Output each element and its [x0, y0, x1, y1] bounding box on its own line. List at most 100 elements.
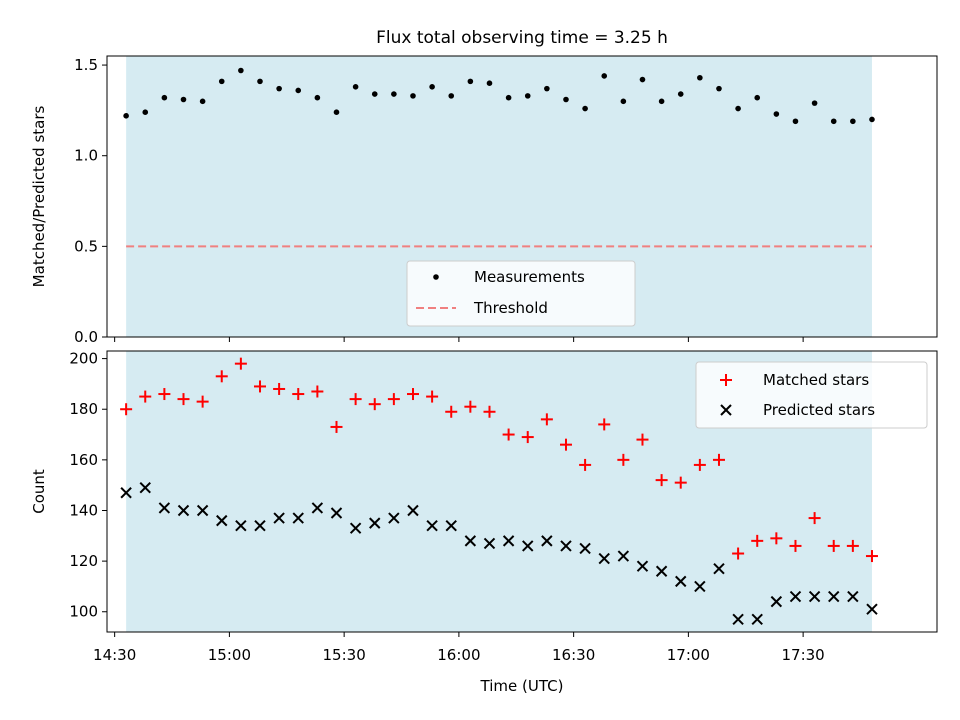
predicted-star-point — [388, 512, 400, 524]
y-tick-label: 200 — [69, 350, 98, 368]
predicted-star-point — [158, 502, 171, 514]
count-legend-box — [695, 361, 928, 429]
y-tick-label: 1.0 — [74, 147, 98, 165]
predicted-star-point — [808, 590, 821, 603]
predicted-star-point — [235, 519, 247, 532]
x-tick-label: 15:30 — [323, 646, 366, 664]
predicted-star-point — [598, 552, 610, 565]
predicted-star-point — [177, 504, 190, 517]
predicted-star-point — [675, 575, 687, 588]
matched-star-point — [732, 547, 745, 560]
measurement-point — [716, 85, 722, 92]
matched-star-point — [617, 453, 630, 466]
matched-star-point — [789, 539, 802, 552]
matched-star-point — [827, 539, 840, 552]
matched-star-point — [693, 458, 706, 471]
measurement-point — [352, 84, 359, 90]
count-y-axis: 100 120 140 160 180 200 — [69, 350, 107, 621]
matched-star-point — [808, 512, 821, 525]
x-tick-label: 14:30 — [93, 646, 136, 664]
predicted-star-point — [369, 517, 381, 529]
measurement-point — [830, 118, 837, 125]
measurement-point — [811, 100, 818, 106]
matched-star-point — [387, 393, 400, 406]
legend-predicted-marker — [720, 404, 732, 416]
x-tick-label: 17:30 — [782, 646, 825, 664]
matched-star-point — [751, 534, 764, 547]
measurement-point — [257, 78, 263, 85]
count-x-axis: 14:30 15:00 15:30 16:00 16:30 17:00 17:30 — [93, 632, 825, 664]
ratio-legend-box — [406, 260, 636, 327]
measurement-point — [276, 85, 282, 92]
predicted-star-point — [445, 519, 457, 532]
predicted-star-point — [464, 535, 477, 547]
measurement-point — [486, 80, 493, 86]
measurement-point — [142, 109, 149, 115]
measurement-point — [410, 93, 416, 99]
legend-matched-marker — [720, 374, 732, 386]
measurement-point — [639, 76, 646, 83]
measurement-point — [123, 113, 129, 119]
count-points — [120, 357, 878, 626]
predicted-star-point — [770, 595, 783, 608]
matched-star-point — [177, 393, 190, 406]
matched-star-point — [368, 398, 381, 411]
ratio-x-ticks — [114, 337, 804, 342]
predicted-star-point — [789, 590, 802, 603]
predicted-star-point — [273, 512, 285, 524]
y-tick-label: 1.5 — [74, 56, 98, 74]
measurement-point — [582, 105, 588, 112]
matched-star-point — [139, 390, 152, 403]
count-y-axis-label: Count — [30, 469, 48, 514]
matched-star-point — [253, 380, 266, 393]
measurement-point — [238, 67, 244, 74]
measurement-point — [658, 98, 665, 105]
matched-star-point — [311, 385, 324, 398]
matched-star-point — [292, 388, 305, 401]
matched-star-point — [655, 474, 668, 487]
matched-star-point — [330, 420, 343, 433]
ratio-y-axis-label: Matched/Predicted stars — [30, 106, 48, 288]
predicted-star-point — [311, 502, 324, 514]
measurement-point — [199, 98, 206, 105]
ratio-legend: Measurements Threshold — [406, 260, 636, 327]
measurement-point — [333, 109, 340, 115]
measurement-point — [754, 94, 761, 101]
x-tick-label: 17:00 — [667, 646, 710, 664]
measurement-point — [773, 111, 780, 117]
measurement-point — [735, 105, 741, 112]
ratio-panel-frame — [106, 55, 938, 338]
y-tick-label: 100 — [69, 603, 98, 621]
measurement-point — [218, 78, 225, 85]
measurement-point — [524, 93, 531, 99]
matched-star-point — [445, 405, 458, 418]
measurement-point — [314, 94, 321, 101]
measurement-point — [850, 118, 856, 125]
measurement-point — [563, 96, 569, 103]
predicted-star-point — [139, 481, 151, 494]
matched-star-point — [215, 370, 228, 383]
measurement-point — [869, 116, 875, 123]
matched-star-point — [120, 403, 133, 416]
measurement-point — [620, 98, 627, 105]
matched-star-point — [712, 453, 725, 466]
predicted-star-point — [636, 560, 649, 572]
count-legend: Matched stars Predicted stars — [695, 361, 928, 429]
measurement-point — [448, 93, 455, 99]
ratio-panel: 0.0 0.5 1.0 1.5 Matched/Predicted stars Mea… — [30, 55, 938, 346]
matched-star-point — [521, 431, 534, 444]
predicted-star-point — [828, 590, 840, 603]
predicted-star-point — [713, 563, 725, 575]
predicted-star-point — [541, 535, 553, 547]
predicted-star-point — [292, 512, 304, 524]
measurement-point — [505, 94, 512, 101]
count-panel-frame — [106, 350, 938, 633]
measurement-point — [677, 91, 684, 97]
y-tick-label: 120 — [69, 552, 98, 570]
chart-title: Flux total observing time = 3.25 h — [376, 28, 668, 48]
y-tick-label: 160 — [69, 451, 98, 469]
predicted-star-point — [694, 580, 706, 593]
legend-predicted-label: Predicted stars — [763, 401, 875, 419]
legend-threshold-label: Threshold — [473, 299, 548, 317]
